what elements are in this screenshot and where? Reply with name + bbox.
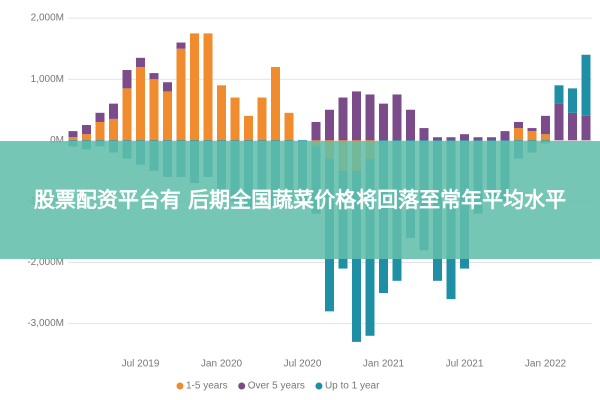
bar-segment xyxy=(136,57,145,67)
bar-segment xyxy=(311,121,321,141)
bar-segment xyxy=(109,103,118,119)
bar-segment xyxy=(581,54,591,116)
bar-segment xyxy=(446,137,456,141)
bar-segment xyxy=(82,134,91,141)
bar-segment xyxy=(95,121,105,141)
bar-segment xyxy=(500,131,510,141)
bar-segment xyxy=(176,48,186,141)
bar-segment xyxy=(352,91,361,141)
legend-label: 1-5 years xyxy=(186,381,228,392)
bar-segment xyxy=(230,97,240,141)
bar-segment xyxy=(82,125,91,135)
bar-segment xyxy=(257,97,267,141)
bar-segment xyxy=(554,103,564,141)
bar-segment xyxy=(460,134,469,141)
bar-segment xyxy=(514,128,523,141)
bar-segment xyxy=(217,85,226,141)
bar-segment xyxy=(487,137,496,141)
bar-segment xyxy=(473,137,483,141)
bar-segment xyxy=(203,33,213,141)
y-tick-label: -2,000M xyxy=(27,257,64,268)
bar-segment xyxy=(541,134,550,141)
bar-segment xyxy=(514,121,523,129)
bar-segment xyxy=(68,131,78,138)
y-tick-label: 0M xyxy=(50,135,64,146)
bar-segment xyxy=(271,66,280,141)
x-tick-label: Jul 2021 xyxy=(446,359,484,370)
x-tick-label: Jan 2021 xyxy=(363,359,405,370)
bar-segment xyxy=(568,88,577,113)
bar-segment xyxy=(190,33,199,141)
legend-label: Up to 1 year xyxy=(325,381,380,392)
bar-segment xyxy=(365,94,375,141)
bar-segment xyxy=(554,85,564,104)
y-tick-label: -3,000M xyxy=(27,318,64,329)
bar-segment xyxy=(136,66,145,141)
bar-segment xyxy=(149,73,159,80)
bar-segment xyxy=(392,94,402,141)
bar-segment xyxy=(338,97,348,141)
banner: 股票配资平台有 后期全国蔬菜价格将回落至常年平均水平 xyxy=(0,141,600,259)
bar-segment xyxy=(433,137,442,141)
x-tick-label: Jan 2020 xyxy=(201,359,243,370)
bar-segment xyxy=(163,91,172,141)
bar-segment xyxy=(163,82,172,92)
bar-segment xyxy=(325,109,334,141)
bar-segment xyxy=(176,42,186,49)
legend-marker xyxy=(315,382,323,390)
bar-segment xyxy=(122,88,132,141)
bar-segment xyxy=(527,128,537,132)
bar-segment xyxy=(284,112,294,141)
banner-text: 股票配资平台有 后期全国蔬菜价格将回落至常年平均水平 xyxy=(33,188,567,212)
bar-segment xyxy=(122,70,132,89)
y-tick-label: 1,000M xyxy=(31,74,64,85)
bar-segment xyxy=(95,112,105,122)
legend-label: Over 5 years xyxy=(248,381,305,392)
bar-segment xyxy=(379,103,388,141)
x-tick-label: Jul 2020 xyxy=(284,359,322,370)
bar-segment xyxy=(406,109,415,141)
y-tick-label: 2,000M xyxy=(31,13,64,24)
x-tick-label: Jul 2019 xyxy=(122,359,160,370)
bar-segment xyxy=(244,115,253,141)
bar-segment xyxy=(419,128,429,141)
bar-segment xyxy=(568,112,577,141)
legend-marker xyxy=(238,382,246,390)
bar-segment xyxy=(541,115,550,135)
bar-segment xyxy=(109,118,118,141)
bar-segment xyxy=(68,137,78,141)
bar-segment xyxy=(149,79,159,141)
bar-segment xyxy=(527,131,537,141)
bar-segment xyxy=(581,115,591,141)
legend-marker xyxy=(176,382,184,390)
x-tick-label: Jan 2022 xyxy=(525,359,567,370)
